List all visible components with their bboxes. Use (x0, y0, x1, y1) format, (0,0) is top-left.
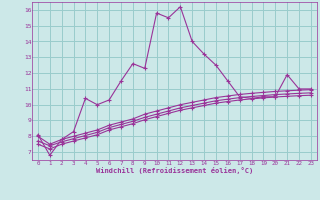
X-axis label: Windchill (Refroidissement éolien,°C): Windchill (Refroidissement éolien,°C) (96, 167, 253, 174)
